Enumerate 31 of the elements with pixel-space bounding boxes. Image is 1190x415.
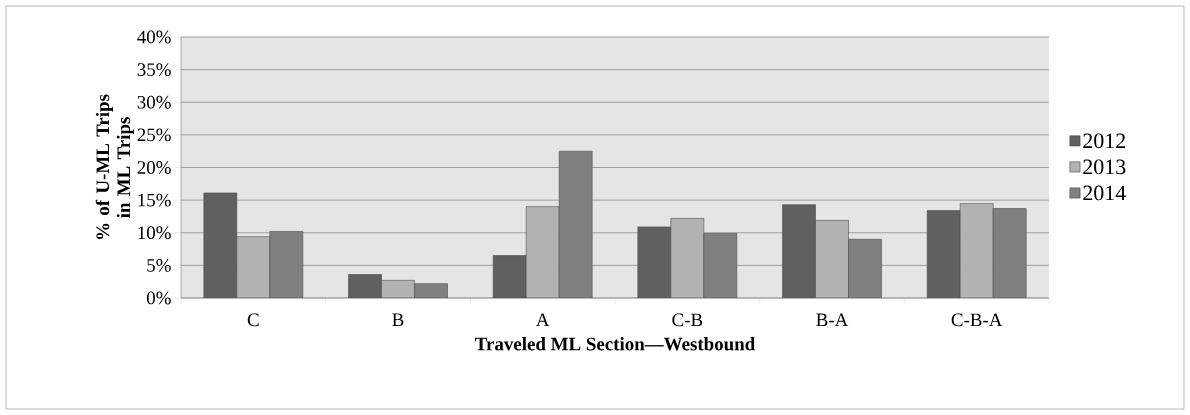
x-tick-label: B-A <box>816 313 849 327</box>
y-tick-label: 20% <box>137 161 171 174</box>
bar <box>815 220 849 298</box>
y-tick-label: 35% <box>137 63 171 77</box>
y-tick-label: 5% <box>147 258 171 272</box>
bar <box>926 210 961 298</box>
bar <box>959 203 994 298</box>
x-axis-title: Traveled ML Section—Westbound <box>475 337 756 351</box>
bar <box>492 255 527 298</box>
legend-label: 2013 <box>1083 159 1126 175</box>
x-tick-label: C <box>247 313 259 327</box>
y-tick-label: 10% <box>138 226 171 240</box>
bar <box>782 204 816 298</box>
legend-label: 2012 <box>1083 133 1125 149</box>
legend-label: 2014 <box>1083 185 1126 201</box>
y-tick-label: 15% <box>138 193 171 207</box>
bar <box>203 192 238 298</box>
bar <box>670 218 705 298</box>
x-tick-label: A <box>536 313 550 327</box>
y-axis-title: % of U-ML Trips in ML Trips <box>95 94 134 239</box>
bar <box>637 226 672 298</box>
x-tick-label: C-B-A <box>951 313 1003 327</box>
y-tick-label: 25% <box>137 128 171 142</box>
y-tick-label: 30% <box>137 95 171 109</box>
y-tick-label: 0% <box>146 291 171 305</box>
x-tick-label: B <box>392 313 404 326</box>
x-tick-label: C-B <box>672 313 703 327</box>
bar <box>525 206 560 298</box>
y-tick-label: 40% <box>137 30 171 44</box>
bar <box>348 274 382 298</box>
bar <box>236 236 271 298</box>
